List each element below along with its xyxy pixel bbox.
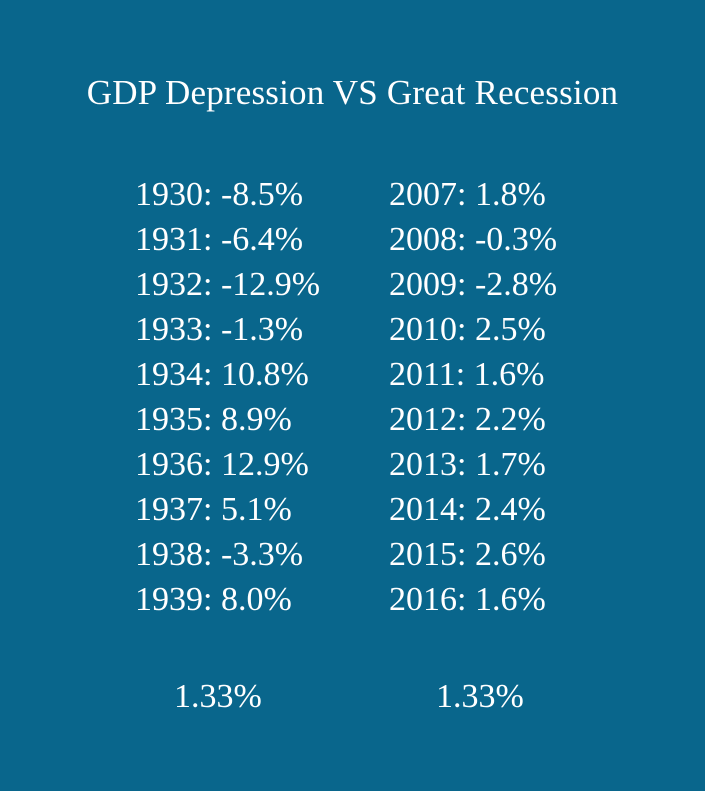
recession-row: 2013: 1.7% [389, 446, 546, 483]
recession-row: 2008: -0.3% [389, 221, 558, 258]
recession-row: 2015: 2.6% [389, 536, 546, 573]
recession-row: 2014: 2.4% [389, 491, 546, 528]
recession-row: 2012: 2.2% [389, 401, 546, 438]
depression-row: 1935: 8.9% [135, 401, 292, 438]
depression-row: 1939: 8.0% [135, 581, 292, 618]
depression-row: 1932: -12.9% [135, 266, 321, 303]
depression-row: 1934: 10.8% [135, 356, 309, 393]
recession-row: 2009: -2.8% [389, 266, 558, 303]
recession-row: 2011: 1.6% [389, 356, 545, 393]
page-title: GDP Depression VS Great Recession [86, 73, 619, 112]
depression-average: 1.33% [174, 678, 262, 715]
recession-row: 2016: 1.6% [389, 581, 546, 618]
depression-row: 1931: -6.4% [135, 221, 304, 258]
depression-row: 1933: -1.3% [135, 311, 304, 348]
depression-row: 1937: 5.1% [135, 491, 292, 528]
recession-row: 2010: 2.5% [389, 311, 546, 348]
depression-row: 1930: -8.5% [135, 176, 304, 213]
depression-row: 1938: -3.3% [135, 536, 304, 573]
depression-list: 1930: -8.5% 1931: -6.4% 1932: -12.9% 193… [135, 172, 320, 622]
recession-average: 1.33% [436, 678, 524, 715]
depression-row: 1936: 12.9% [135, 446, 309, 483]
recession-row: 2007: 1.8% [389, 176, 546, 213]
recession-list: 2007: 1.8% 2008: -0.3% 2009: -2.8% 2010:… [389, 172, 557, 622]
